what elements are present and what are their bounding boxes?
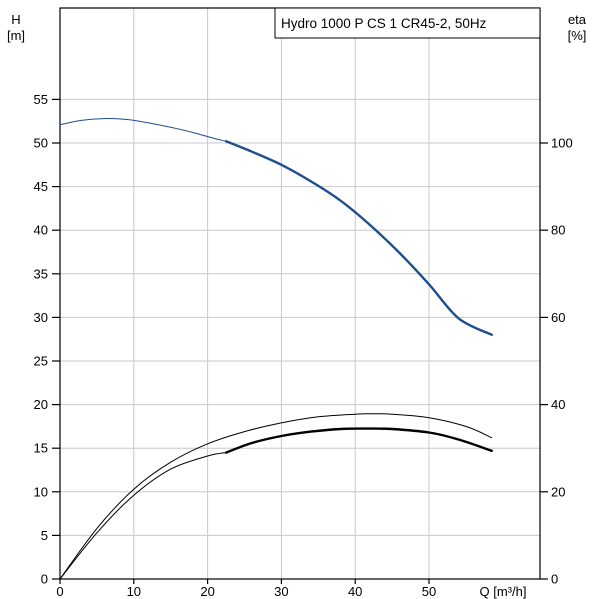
left-tick-label-0: 0 [41,572,48,587]
x-tick-label-10: 10 [127,584,141,599]
right-axis-title-line-2: [%] [568,28,587,43]
left-tick-label-45: 45 [34,179,48,194]
series-efficiency-lower [59,452,227,580]
x-tick-label-0: 0 [56,584,63,599]
grid-lines [60,8,540,579]
left-axis-title-line-2: [m] [7,28,25,43]
right-tick-label-0: 0 [551,572,558,587]
right-tick-label-60: 60 [551,310,565,325]
series-group [59,118,493,580]
x-tick-label-30: 30 [274,584,288,599]
left-axis-title-line-1: H [11,12,20,27]
series-head-operating [224,140,493,336]
x-tick-label-20: 20 [200,584,214,599]
left-y-axis: 0 5 10 15 20 25 30 35 40 45 50 55 [34,92,60,587]
x-tick-label-40: 40 [348,584,362,599]
legend-frame [274,7,541,39]
right-tick-label-20: 20 [551,484,565,499]
left-tick-label-5: 5 [41,528,48,543]
left-tick-label-35: 35 [34,266,48,281]
series-head-extended [59,118,227,142]
x-tick-label-50: 50 [422,584,436,599]
left-tick-label-50: 50 [34,136,48,151]
left-tick-label-30: 30 [34,310,48,325]
left-tick-label-40: 40 [34,223,48,238]
series-efficiency-thin [59,413,493,580]
left-tick-label-55: 55 [34,92,48,107]
right-y-axis: 0 20 40 60 80 100 [540,136,573,587]
right-tick-label-100: 100 [551,136,573,151]
legend-box: Hydro 1000 P CS 1 CR45-2, 50Hz [274,7,541,39]
right-axis-title-line-1: eta [568,12,587,27]
left-tick-label-25: 25 [34,354,48,369]
x-axis: 0 10 20 30 40 50 [56,579,436,599]
right-tick-label-80: 80 [551,223,565,238]
left-tick-label-15: 15 [34,441,48,456]
x-axis-title: Q [m³/h] [480,584,527,599]
series-efficiency-operating [224,427,493,454]
right-tick-label-40: 40 [551,397,565,412]
plot-frame [59,7,541,580]
chart-title: Hydro 1000 P CS 1 CR45-2, 50Hz [281,16,487,31]
left-tick-label-20: 20 [34,397,48,412]
left-tick-label-10: 10 [34,484,48,499]
